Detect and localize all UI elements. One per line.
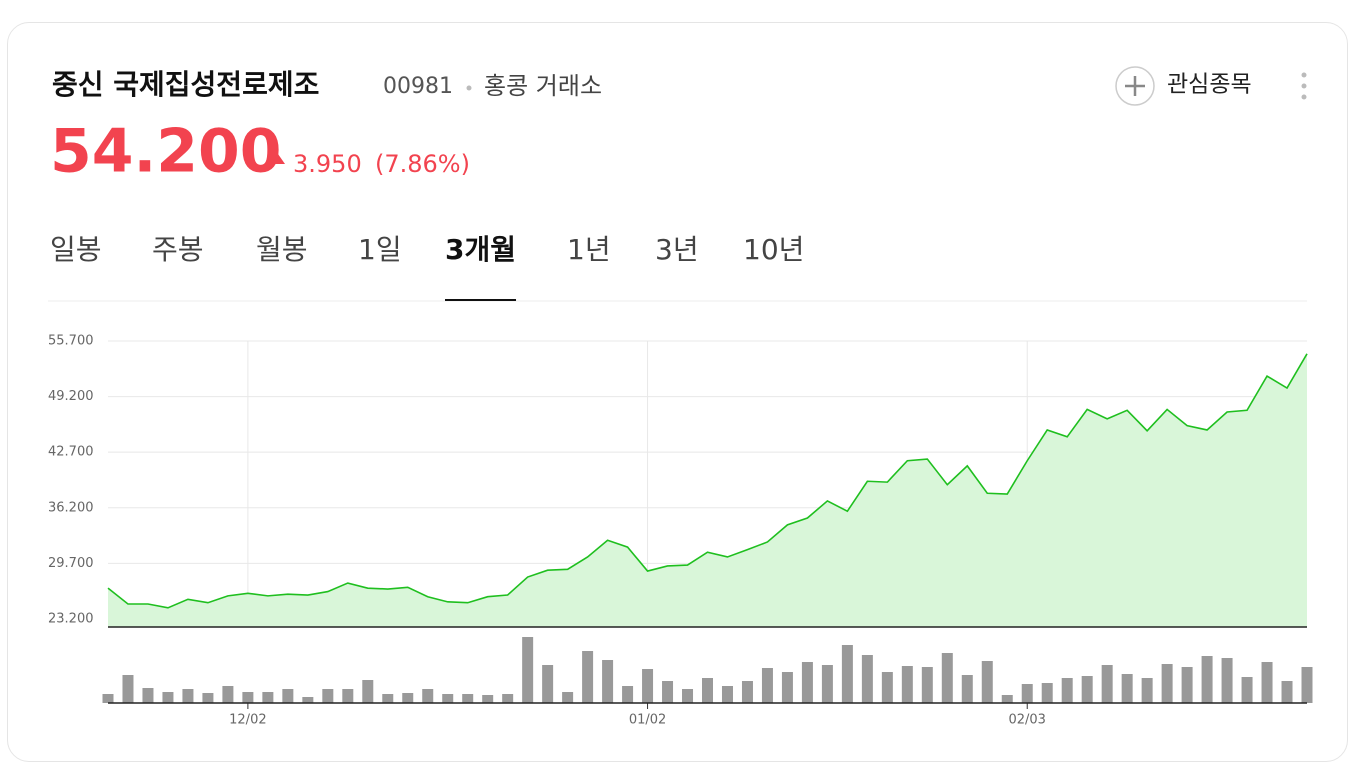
x-tick-label: 01/02 [629,713,666,728]
title: 중신 국제집성전로제조 [52,68,319,101]
volume-bar [362,680,374,703]
page: 중신 국제집성전로제조 00981 홍콩 거래소 관심종목 54.200 3.9… [48,66,1313,728]
tab-underline [445,299,517,301]
y-tick-label: 36.200 [48,500,94,515]
volume-bar [781,672,793,703]
change: 3.950 [293,150,362,178]
tab[interactable]: 주봉 [152,233,204,266]
tab[interactable]: 1년 [567,233,611,266]
volume-bar [941,653,953,703]
volume-bar [1221,658,1233,703]
volume-bar [1081,676,1093,703]
y-tick-label: 23.200 [48,611,94,626]
price-line [107,353,1308,609]
volume-bar [162,692,174,703]
volume-bar [1261,662,1273,703]
volume-bar [1161,664,1173,703]
volume-bar [182,689,194,703]
volume-bar [302,697,314,703]
volume-bar [442,694,454,703]
volume-bar [801,662,813,703]
volume-bar [322,689,334,703]
volume-bar [841,645,853,703]
change-pct: (7.86%) [375,150,470,178]
volume-bar [1001,695,1013,703]
volume-bar [542,665,554,703]
more[interactable] [1301,72,1307,100]
y-tick-label: 29.700 [48,556,94,571]
volume-bar [1241,677,1253,703]
tab[interactable]: 10년 [743,233,804,266]
volume-bar [1041,683,1053,703]
volume-bar [901,666,913,703]
x-tick-label: 12/02 [229,713,266,728]
volume-bar [741,681,753,703]
volume-bar [422,689,434,703]
tab[interactable]: 일봉 [50,233,102,266]
volume-bar [142,688,154,703]
volume-bar [382,694,394,703]
y-tick-label: 42.700 [48,445,94,460]
area [108,353,1307,627]
x-tick-label: 02/03 [1008,713,1045,728]
volume-bar [222,686,234,703]
volume-bar [861,655,873,703]
volume-bar [282,689,294,703]
volume-bar [662,681,674,703]
volume-bar [582,651,594,703]
volume-bar [761,668,773,703]
volume-bar [1121,674,1133,703]
volume-bar [881,672,893,703]
volume-bar [102,694,114,703]
volume-bar [702,678,713,703]
volume-bar [262,692,274,703]
y-tick-label: 55.700 [48,334,94,349]
volume-bar [602,660,614,703]
tab[interactable]: 월봉 [256,233,308,266]
volume-bar [562,692,574,703]
dot [466,85,472,91]
volume-bar [682,689,694,703]
volume-bar [1021,684,1033,703]
volume-bar [1201,656,1213,703]
code: 00981 [383,74,453,99]
volume-bar [1301,667,1313,703]
plus [1125,76,1145,96]
volume-bar [462,694,474,703]
volume-bar [122,675,134,703]
up-arrow [271,154,285,164]
volume-bar [721,686,733,703]
volume-bar [622,686,634,703]
volume-bar [921,667,933,703]
volume-bar [1181,667,1193,703]
volume-bar [1281,681,1293,703]
volume-bar [202,693,214,703]
volume-bar [1141,678,1153,703]
volume-bar [1101,665,1113,703]
tab[interactable]: 3개월 [445,233,516,266]
y-tick-label: 49.200 [48,389,94,404]
volume-bar [402,693,414,703]
volume-bar [242,692,254,703]
volume-bar [642,669,654,703]
volume-bar [482,695,494,703]
volume-bar [821,665,833,703]
tab[interactable]: 3년 [655,233,699,266]
exchange: 홍콩 거래소 [484,72,602,100]
volume-bar [342,689,354,703]
volume-bar [522,637,534,703]
volume-bar [1061,678,1073,703]
volume-bar [961,675,973,703]
volume-bar [981,661,993,703]
volume-bar [502,694,514,703]
tab[interactable]: 1일 [358,233,402,266]
watch-button[interactable]: 관심종목 [1167,72,1252,98]
price: 54.200 [50,117,282,187]
